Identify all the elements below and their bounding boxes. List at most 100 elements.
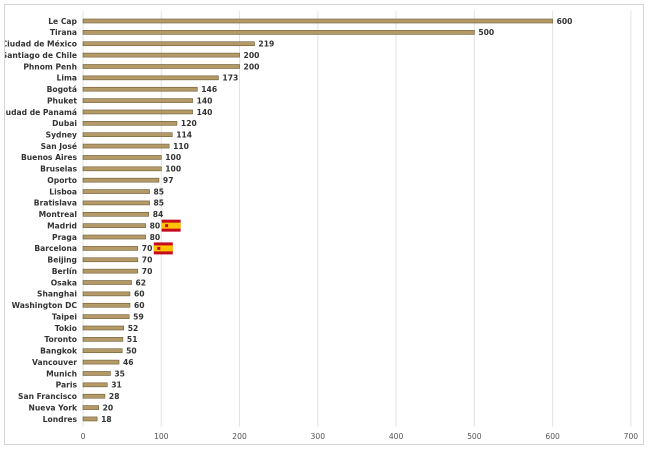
bar [82,143,170,149]
bar [82,18,553,24]
value-label: 500 [478,28,494,37]
bar [82,189,150,194]
bar [82,41,255,47]
bar [82,314,130,319]
value-label: 110 [173,142,189,151]
value-label: 85 [154,199,165,208]
bar [82,348,123,354]
value-label: 70 [142,267,153,276]
grid-layer [82,11,632,427]
value-label: 52 [128,324,139,333]
bar-layer [82,18,553,422]
category-label: Lisboa [49,187,77,196]
spain-flag-icon [161,219,181,232]
category-label: Phuket [47,96,77,105]
category-label: Dubai [52,119,77,128]
bar [82,177,160,183]
value-label: 600 [557,17,573,26]
value-label: 140 [197,108,213,117]
bar [82,121,178,126]
category-label: Lima [57,74,77,83]
bar [82,86,198,92]
category-label: Beijing [47,256,77,265]
chart-frame: Le Cap 600 Tirana 500 Ciudad de México 219 San… [4,4,644,445]
bar [82,155,162,160]
category-label: Bruselas [40,165,77,174]
category-label: Buenos Aires [21,153,78,162]
category-label: Tokio [55,324,77,333]
category-label: Le Cap [48,17,77,26]
x-tick-label: 700 [624,432,639,441]
value-label: 31 [111,381,122,390]
value-label: 140 [197,96,213,105]
x-tick-label: 200 [232,432,247,441]
value-label: 85 [154,187,165,196]
value-label: 20 [103,403,114,412]
category-label: Washington DC [12,301,78,310]
category-label: Bogotá [47,85,77,94]
value-label: 80 [150,221,161,230]
flag-coat-of-arms [157,246,161,250]
bar [82,30,475,35]
bar [82,382,108,388]
category-label: Phnom Penh [23,62,77,71]
value-label: 70 [142,256,153,265]
category-label: Berlín [52,267,77,276]
value-label: 100 [165,153,181,162]
bar [82,52,240,58]
bar [82,359,120,365]
value-label: 60 [134,290,145,299]
category-label: Shanghai [37,290,77,299]
category-label: Tirana [50,28,77,37]
value-label: 50 [126,347,137,356]
value-label: 60 [134,301,145,310]
value-label: 173 [222,74,238,83]
bar [82,246,139,251]
category-label: Munich [46,369,77,378]
bar [82,371,111,376]
category-label: Oporto [47,176,77,185]
bar [82,405,99,410]
bar [82,234,146,240]
category-label: Bratislava [34,199,77,208]
bar [82,223,146,228]
category-label: Barcelona [34,244,77,253]
value-label: 80 [150,233,161,242]
x-tick-label: 400 [389,432,404,441]
x-tick-label: 600 [545,432,560,441]
category-label: Osaka [51,278,77,287]
value-label: 100 [165,165,181,174]
category-label: Nueva York [29,403,78,412]
value-label: 84 [153,210,164,219]
bar [82,416,98,422]
label-layer: Le Cap 600 Tirana 500 Ciudad de México 219 San… [5,17,572,424]
category-label: Paris [56,381,78,390]
value-label: 219 [258,40,274,49]
bar [82,132,173,137]
bar [82,109,193,115]
flag-yellow-stripe [153,245,173,252]
value-label: 59 [133,312,144,321]
bar [82,280,132,285]
category-label: Madrid [47,221,77,230]
category-label: Toronto [44,335,77,344]
bar [82,302,131,308]
value-label: 114 [176,131,192,140]
category-label: Ciudad de Panamá [5,108,77,117]
tick-layer: 0 100 200 300 400 500 600 700 [81,432,639,441]
bar [82,337,124,342]
bar [82,268,139,274]
category-label: Ciudad de México [5,40,77,49]
category-label: Santiago de Chile [5,51,77,60]
bar [82,291,131,297]
category-label: Praga [52,233,77,242]
category-label: Vancouver [32,358,77,367]
category-label: San Francisco [18,392,77,401]
bar [82,75,219,81]
bar [82,257,139,263]
value-label: 97 [163,176,174,185]
value-label: 146 [201,85,217,94]
category-label: Bangkok [40,347,78,356]
value-label: 200 [244,51,260,60]
category-label: Taipei [52,312,77,321]
